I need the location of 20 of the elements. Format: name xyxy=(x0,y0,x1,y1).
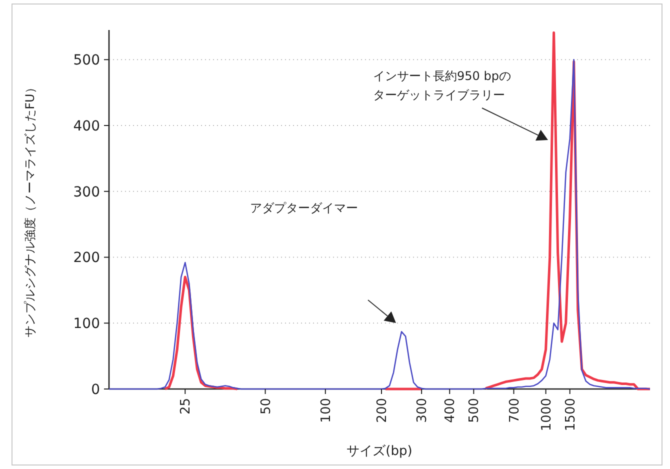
y-axis-title: サンプルシグナル強度（ノーマライズしたFU） xyxy=(23,82,38,338)
x-tick-label: 400 xyxy=(443,398,458,423)
y-tick-label: 300 xyxy=(73,184,100,200)
x-tick-label: 700 xyxy=(507,398,522,423)
x-tick-label: 1500 xyxy=(563,398,578,432)
y-tick-label: 0 xyxy=(91,382,100,398)
x-axis-title: サイズ(bp) xyxy=(346,444,412,459)
annotation: アダプターダイマー xyxy=(250,201,358,215)
annotation: インサート長約950 bpのターゲットライブラリー xyxy=(373,69,511,102)
x-tick-label: 500 xyxy=(467,398,482,423)
y-tick-label: 100 xyxy=(73,316,100,332)
y-tick-label: 400 xyxy=(73,118,100,134)
x-tick-label: 1000 xyxy=(539,398,554,432)
y-tick-label: 200 xyxy=(73,250,100,266)
x-tick-label: 100 xyxy=(318,398,334,423)
x-tick-label: 50 xyxy=(258,398,274,415)
x-tick-label: 200 xyxy=(375,398,390,423)
x-tick-label: 300 xyxy=(415,398,430,423)
x-tick-label: 25 xyxy=(178,398,194,415)
y-tick-label: 500 xyxy=(73,52,100,69)
